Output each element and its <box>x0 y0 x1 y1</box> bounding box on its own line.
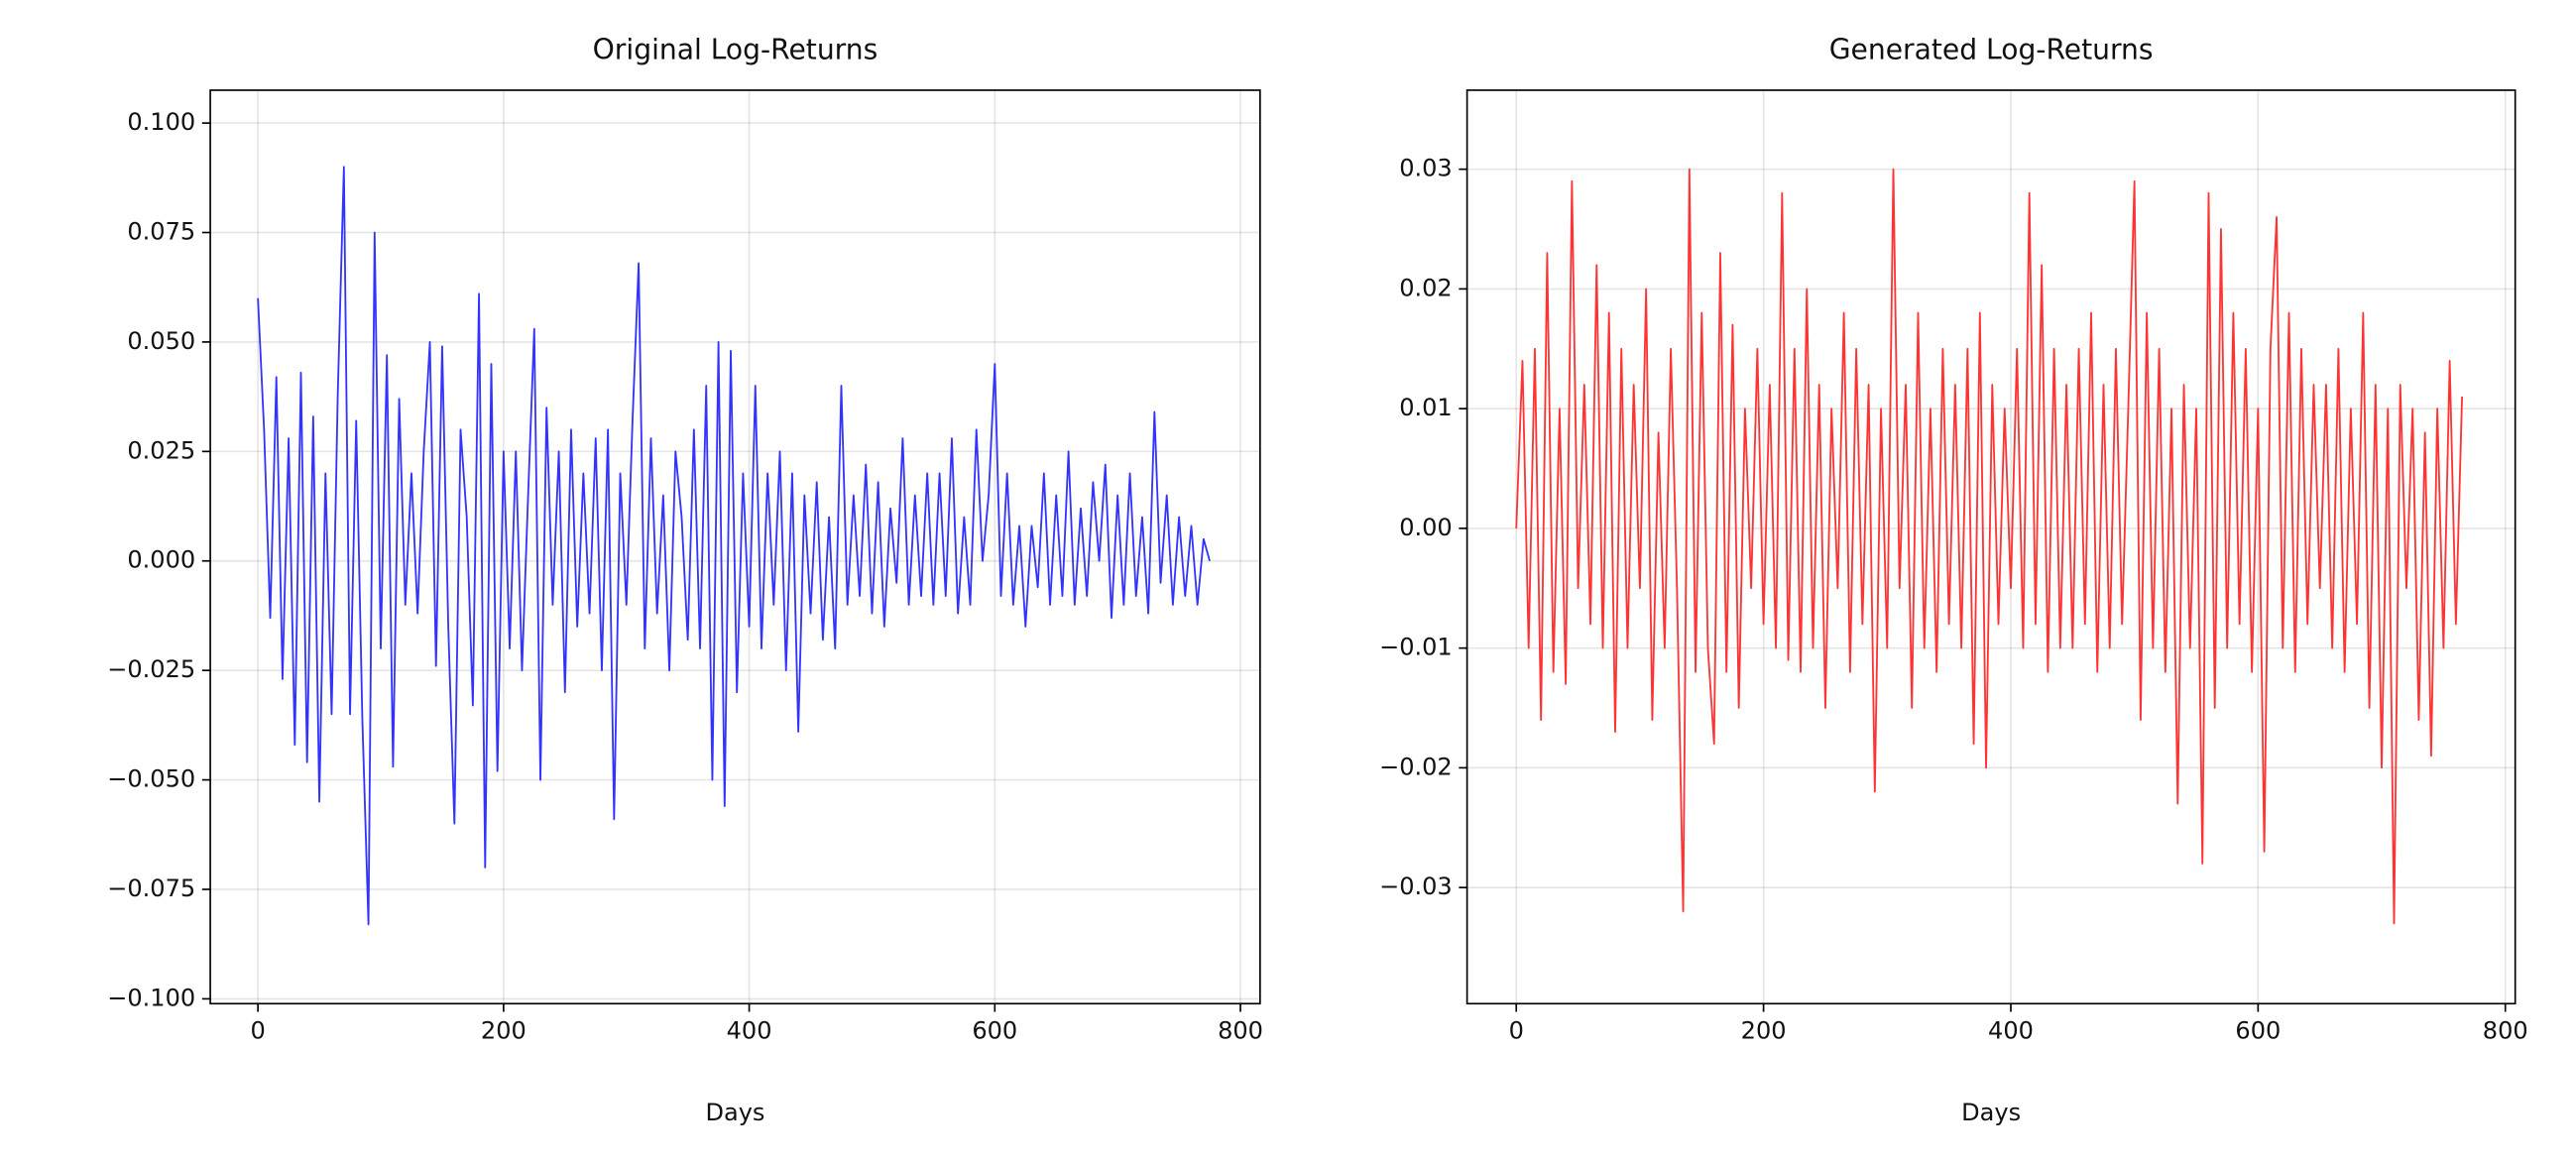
y-tick-label: −0.025 <box>107 655 195 683</box>
y-tick-label: −0.050 <box>107 765 195 793</box>
x-tick-label: 400 <box>727 1016 772 1044</box>
y-tick-label: 0.01 <box>1399 394 1452 421</box>
x-tick-label: 600 <box>972 1016 1017 1044</box>
y-tick-label: 0.050 <box>127 327 195 355</box>
chart-title: Original Log-Returns <box>593 33 878 65</box>
y-tick-label: 0.00 <box>1399 514 1452 541</box>
x-tick-label: 200 <box>481 1016 527 1044</box>
y-tick-label: 0.000 <box>127 546 195 574</box>
x-tick-label: 800 <box>2483 1016 2528 1044</box>
y-tick-label: 0.075 <box>127 218 195 246</box>
x-axis-label: Days <box>1961 1099 2021 1126</box>
x-tick-label: 200 <box>1741 1016 1787 1044</box>
x-tick-label: 0 <box>1509 1016 1524 1044</box>
y-tick-label: −0.100 <box>107 984 195 1011</box>
chart-title: Generated Log-Returns <box>1829 33 2154 65</box>
x-tick-label: 800 <box>1218 1016 1263 1044</box>
y-tick-label: 0.02 <box>1399 274 1452 301</box>
x-tick-label: 0 <box>250 1016 265 1044</box>
y-tick-label: −0.03 <box>1379 873 1453 900</box>
data-line <box>257 166 1211 926</box>
y-tick-label: −0.075 <box>107 874 195 902</box>
y-tick-label: 0.03 <box>1399 155 1452 182</box>
data-line <box>1515 168 2463 925</box>
axes-frame <box>1465 89 2517 1005</box>
x-axis-label: Days <box>705 1099 764 1126</box>
axes-frame <box>209 89 1261 1005</box>
y-tick-label: 0.100 <box>127 108 195 136</box>
x-tick-label: 600 <box>2235 1016 2281 1044</box>
y-tick-label: −0.01 <box>1379 634 1453 661</box>
x-tick-label: 400 <box>1988 1016 2034 1044</box>
y-tick-label: 0.025 <box>127 436 195 464</box>
y-tick-label: −0.02 <box>1379 753 1453 780</box>
